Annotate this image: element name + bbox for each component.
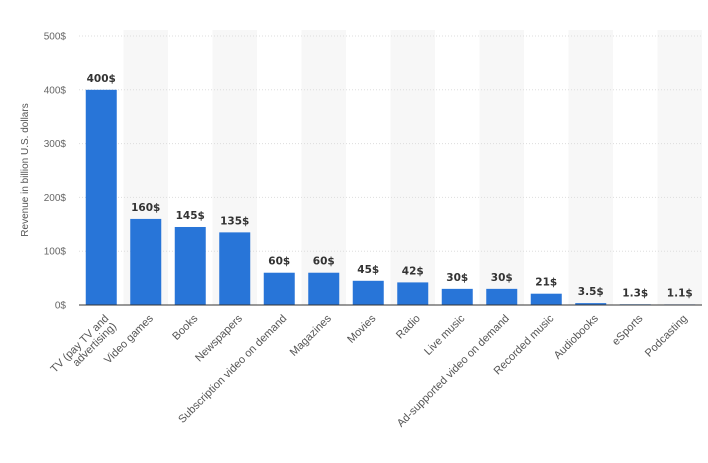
x-tick-label: Live music [422, 312, 468, 358]
data-label: 21$ [535, 277, 557, 289]
alternating-band [568, 30, 613, 305]
alternating-band [479, 30, 524, 305]
x-tick-label-line: Live music [422, 312, 468, 358]
x-tick-label: TV (pay TV andadvertising) [49, 313, 120, 384]
bar [308, 272, 340, 305]
bar [486, 288, 518, 305]
x-tick-label-line: Podcasting [643, 313, 690, 360]
bar [174, 226, 206, 305]
y-tick-label: 0$ [55, 301, 67, 312]
alternating-band [301, 30, 346, 305]
bar [441, 288, 473, 305]
bar-group [85, 89, 696, 306]
x-tick-label: Books [170, 312, 200, 342]
y-tick-label: 100$ [44, 247, 67, 258]
bar [219, 232, 251, 305]
data-label: 145$ [176, 210, 205, 222]
x-tick-label: Podcasting [643, 313, 690, 360]
data-label: 1.3$ [622, 287, 648, 299]
y-tick-label: 200$ [44, 193, 67, 204]
data-label: 1.1$ [667, 287, 693, 299]
x-tick-label-line: eSports [610, 312, 646, 348]
x-tick-label: eSports [610, 312, 646, 348]
x-tick-label: Movies [345, 312, 378, 345]
data-label: 30$ [446, 272, 468, 284]
bar [130, 218, 162, 305]
x-tick-label-line: Audiobooks [552, 312, 601, 361]
y-tick-label-group: 0$ 100$ 200$ 300$ 400$ 500$ [44, 32, 67, 312]
y-tick-label: 400$ [44, 85, 67, 96]
x-tick-label-line: Radio [394, 313, 423, 342]
x-tick-label-group: TV (pay TV andadvertising)Video games Boo… [49, 312, 690, 429]
data-label: 60$ [313, 256, 335, 268]
data-label: 160$ [131, 202, 160, 214]
x-tick-label: Magazines [288, 312, 334, 358]
x-tick-label: Radio [394, 313, 423, 342]
data-label: 30$ [491, 272, 513, 284]
x-tick-label-line: Movies [345, 312, 378, 345]
x-tick-label-line: Magazines [288, 312, 334, 358]
bar [263, 272, 295, 305]
bar [397, 282, 429, 305]
bar [352, 280, 384, 305]
data-label: 400$ [87, 73, 116, 85]
data-label: 60$ [268, 256, 290, 268]
data-label: 135$ [220, 215, 249, 227]
alternating-band [390, 30, 435, 305]
data-label: 3.5$ [578, 286, 604, 298]
data-label: 42$ [402, 265, 424, 277]
x-tick-label: Audiobooks [552, 312, 601, 361]
bar [530, 293, 562, 305]
data-label-group: 400$ 160$ 145$ 135$ 60$ 60$ 45$ 42$ 30$ 30$ 21$ 3.5… [87, 73, 693, 300]
alternating-band-group [123, 30, 702, 305]
y-tick-label: 500$ [44, 32, 67, 43]
alternating-band [657, 30, 702, 305]
x-tick-label-line: Books [170, 312, 200, 342]
gridline-group [79, 35, 702, 252]
bar [85, 89, 117, 305]
y-tick-label: 300$ [44, 139, 67, 150]
y-axis-label: Revenue in billion U.S. dollars [20, 103, 31, 236]
bar [575, 303, 607, 305]
data-label: 45$ [357, 264, 379, 276]
